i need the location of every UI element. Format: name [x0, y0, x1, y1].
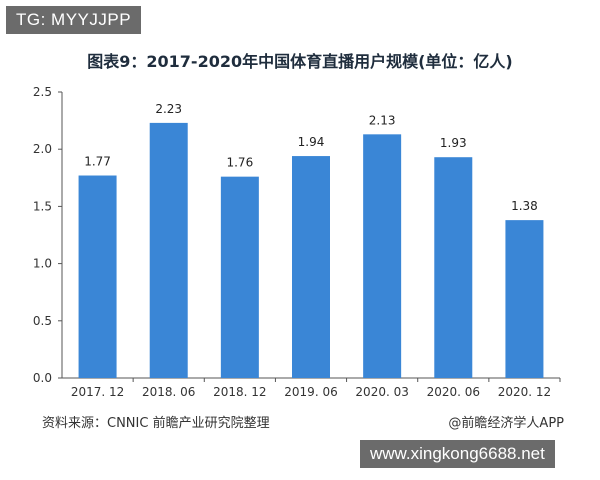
tg-watermark-label: TG: MYYJJPP — [6, 6, 142, 34]
data-label: 1.77 — [84, 155, 111, 169]
y-tick-label: 0.5 — [33, 314, 52, 328]
x-tick-label: 2017. 12 — [71, 385, 124, 399]
y-tick-label: 2.5 — [33, 85, 52, 99]
data-label: 1.93 — [440, 136, 467, 150]
x-tick-label: 2019. 06 — [284, 385, 337, 399]
bar — [78, 175, 117, 378]
data-label: 2.13 — [369, 113, 396, 127]
x-tick-label: 2018. 12 — [213, 385, 266, 399]
y-tick-label: 2.0 — [33, 142, 52, 156]
bar — [434, 157, 473, 378]
site-url-banner: www.xingkong6688.net — [360, 440, 555, 468]
chart-title: 图表9：2017-2020年中国体育直播用户规模(单位：亿人) — [87, 52, 513, 71]
data-label: 1.76 — [226, 156, 253, 170]
y-tick-label: 1.0 — [33, 257, 52, 271]
data-label: 1.94 — [298, 135, 325, 149]
bar — [505, 220, 544, 378]
bar — [363, 134, 402, 378]
x-tick-label: 2018. 06 — [142, 385, 195, 399]
x-tick-label: 2020. 06 — [427, 385, 480, 399]
x-tick-label: 2020. 12 — [498, 385, 551, 399]
source-note: 资料来源：CNNIC 前瞻产业研究院整理 — [42, 416, 270, 431]
bar — [292, 156, 330, 378]
data-label: 1.38 — [511, 199, 538, 213]
x-tick-label: 2020. 03 — [355, 385, 408, 399]
data-label: 2.23 — [155, 102, 182, 116]
bar — [220, 176, 259, 378]
y-tick-label: 1.5 — [33, 199, 52, 213]
bar — [149, 122, 188, 378]
y-tick-label: 0.0 — [33, 371, 52, 385]
credit-note: @前瞻经济学人APP — [448, 416, 564, 431]
